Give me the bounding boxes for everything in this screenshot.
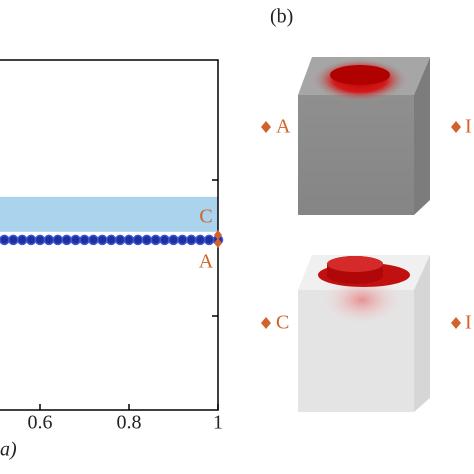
red-region xyxy=(317,272,407,328)
red-region xyxy=(327,256,383,272)
state-label: A xyxy=(276,116,291,138)
marker xyxy=(105,234,117,246)
marker xyxy=(61,234,72,246)
red-region xyxy=(330,65,390,85)
state-label: I xyxy=(465,116,472,138)
diamond-icon xyxy=(451,317,461,329)
marker xyxy=(52,234,64,246)
x-tick-label: 1 xyxy=(213,412,223,434)
point-marker xyxy=(214,230,222,240)
state-label: C xyxy=(276,312,289,334)
marker xyxy=(194,234,206,246)
diamond-icon xyxy=(261,121,271,133)
band xyxy=(0,196,218,232)
marker xyxy=(186,234,197,246)
panel-b: (b) A I C I xyxy=(261,6,472,412)
marker xyxy=(159,234,170,246)
panel-a: 0.6 0.8 1 a) C A xyxy=(0,59,224,461)
marker xyxy=(150,234,161,246)
marker xyxy=(123,234,135,246)
marker xyxy=(34,234,46,246)
marker xyxy=(97,234,108,246)
marker xyxy=(0,234,10,246)
state-label: I xyxy=(465,312,472,334)
diamond-icon xyxy=(451,121,461,133)
point-label: A xyxy=(199,251,214,273)
marker xyxy=(43,234,55,246)
x-axis-label: a) xyxy=(0,439,17,461)
marker xyxy=(25,234,37,246)
marker xyxy=(16,234,28,246)
point-label: C xyxy=(199,206,212,228)
marker xyxy=(177,234,188,246)
marker xyxy=(88,234,99,246)
marker xyxy=(70,234,81,246)
marker xyxy=(132,234,144,246)
marker xyxy=(168,234,179,246)
x-tick-label: 0.8 xyxy=(117,412,142,434)
cube-front xyxy=(298,95,414,215)
marker xyxy=(8,234,19,246)
marker xyxy=(114,234,126,246)
cube-side xyxy=(414,57,430,215)
marker xyxy=(79,234,90,246)
point-marker xyxy=(214,238,222,249)
marker xyxy=(141,234,153,246)
diamond-icon xyxy=(261,317,271,329)
cube-side xyxy=(414,255,430,412)
panel-label: (b) xyxy=(270,6,293,28)
marker xyxy=(203,234,215,246)
x-tick-label: 0.6 xyxy=(28,412,53,434)
